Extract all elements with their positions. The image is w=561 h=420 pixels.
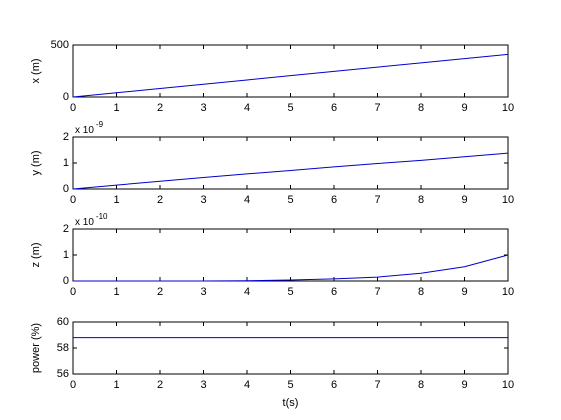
y-tick-label: 0 xyxy=(63,183,69,195)
x-tick-label: 7 xyxy=(374,194,380,206)
x-tick-label: 1 xyxy=(113,102,119,114)
x-tick-label: 10 xyxy=(502,286,514,298)
x-tick-label: 2 xyxy=(157,379,163,391)
x-tick-label: 5 xyxy=(287,102,293,114)
x-tick-label: 3 xyxy=(200,194,206,206)
multiplier-exponent: -10 xyxy=(96,212,108,221)
x-tick-label: 1 xyxy=(113,286,119,298)
x-tick-label: 3 xyxy=(200,286,206,298)
multiplier-base: x 10 xyxy=(75,125,94,136)
y-axis-label: x (m) xyxy=(30,58,42,83)
data-line xyxy=(72,53,509,98)
x-tick-label: 10 xyxy=(502,194,514,206)
x-tick-label: 2 xyxy=(157,194,163,206)
y-axis-label: power (%) xyxy=(30,323,42,373)
plot-box xyxy=(72,228,509,282)
x-tick-label: 6 xyxy=(331,286,337,298)
x-tick-label: 8 xyxy=(418,194,424,206)
y-tick-label: 58 xyxy=(57,342,69,354)
axis-multiplier: x 10-9 xyxy=(75,120,104,136)
x-tick-label: 9 xyxy=(461,379,467,391)
y-tick-label: 2 xyxy=(63,131,69,143)
x-tick-label: 9 xyxy=(461,194,467,206)
x-tick-label: 9 xyxy=(461,102,467,114)
x-tick-label: 1 xyxy=(113,194,119,206)
multiplier-exponent: -9 xyxy=(96,120,104,129)
y-tick-label: 2 xyxy=(63,223,69,235)
x-tick-label: 0 xyxy=(70,194,76,206)
plot-box xyxy=(72,44,509,98)
x-tick-label: 10 xyxy=(502,379,514,391)
x-tick-label: 4 xyxy=(244,194,250,206)
x-tick-label: 9 xyxy=(461,286,467,298)
data-line xyxy=(73,254,509,282)
plot-box xyxy=(72,136,509,190)
x-tick-label: 8 xyxy=(418,286,424,298)
x-tick-label: 2 xyxy=(157,102,163,114)
axis-multiplier: x 10-10 xyxy=(75,212,108,228)
x-tick-label: 5 xyxy=(287,194,293,206)
y-axis-label: y (m) xyxy=(30,150,42,175)
x-tick-label: 7 xyxy=(374,102,380,114)
x-tick-label: 7 xyxy=(374,286,380,298)
x-tick-label: 6 xyxy=(331,102,337,114)
y-tick-label: 1 xyxy=(63,157,69,169)
x-tick-label: 5 xyxy=(287,286,293,298)
plot-box xyxy=(72,321,509,375)
x-tick-label: 0 xyxy=(70,286,76,298)
y-tick-label: 1 xyxy=(63,249,69,261)
y-tick-label: 60 xyxy=(57,316,69,328)
x-tick-label: 0 xyxy=(70,102,76,114)
data-line xyxy=(72,152,509,190)
x-tick-label: 8 xyxy=(418,102,424,114)
x-tick-label: 4 xyxy=(244,286,250,298)
x-tick-label: 3 xyxy=(200,379,206,391)
x-axis-label: t(s) xyxy=(283,397,299,409)
x-tick-label: 5 xyxy=(287,379,293,391)
y-tick-label: 0 xyxy=(63,91,69,103)
multiplier-base: x 10 xyxy=(75,217,94,228)
x-tick-label: 10 xyxy=(502,102,514,114)
x-tick-label: 2 xyxy=(157,286,163,298)
x-tick-label: 6 xyxy=(331,379,337,391)
y-tick-label: 500 xyxy=(51,39,69,51)
x-tick-label: 8 xyxy=(418,379,424,391)
y-tick-label: 0 xyxy=(63,275,69,287)
x-tick-label: 4 xyxy=(244,379,250,391)
y-axis-label: z (m) xyxy=(30,242,42,267)
x-tick-label: 7 xyxy=(374,379,380,391)
x-tick-label: 1 xyxy=(113,379,119,391)
x-tick-label: 6 xyxy=(331,194,337,206)
x-tick-label: 3 xyxy=(200,102,206,114)
x-tick-label: 4 xyxy=(244,102,250,114)
x-tick-label: 0 xyxy=(70,379,76,391)
y-tick-label: 56 xyxy=(57,368,69,380)
